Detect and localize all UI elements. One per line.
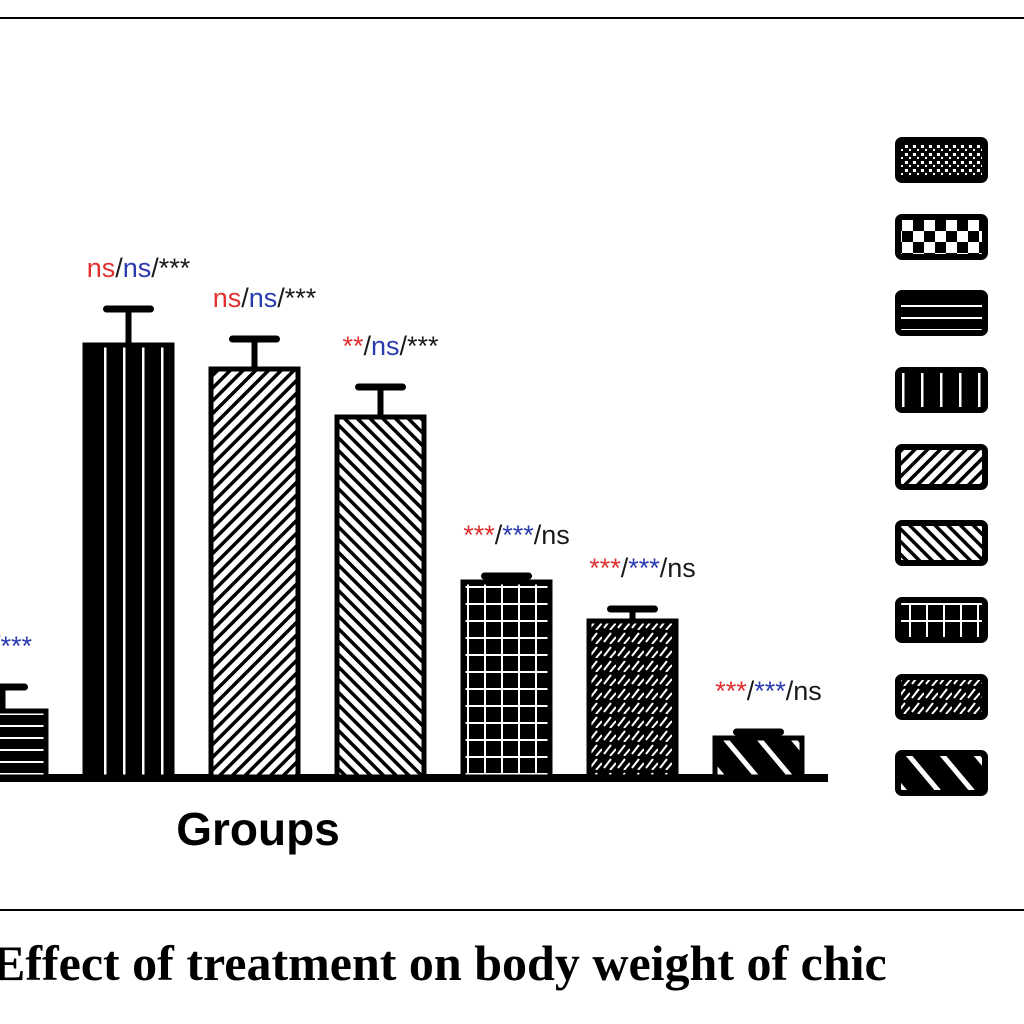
significance-part: *** xyxy=(715,676,747,706)
significance-part: /ns xyxy=(786,676,822,706)
significance-part: / xyxy=(115,253,123,283)
significance-part: /ns xyxy=(534,520,570,550)
legend-swatch xyxy=(895,750,988,796)
significance-part: /*** xyxy=(151,253,191,283)
significance-label: ns/ns/*** xyxy=(213,283,317,313)
significance-part: / xyxy=(747,676,755,706)
bar xyxy=(82,342,175,780)
significance-part: ns xyxy=(213,283,242,313)
significance-part: / xyxy=(363,331,371,361)
significance-part: ns xyxy=(371,331,400,361)
significance-part: *** xyxy=(754,676,786,706)
significance-part: /*** xyxy=(277,283,317,313)
significance-label: ***/***/ns xyxy=(463,520,570,550)
legend-swatch xyxy=(895,214,988,260)
legend-swatch xyxy=(895,597,988,643)
bar xyxy=(208,366,301,780)
significance-part: / xyxy=(0,631,1,661)
significance-part: *** xyxy=(0,631,32,661)
legend xyxy=(895,137,988,796)
bar xyxy=(586,618,679,780)
bar xyxy=(460,579,553,780)
significance-part: /*** xyxy=(400,331,440,361)
significance-part: / xyxy=(621,553,629,583)
legend-swatch xyxy=(895,137,988,183)
significance-label: ***/***/ns xyxy=(589,553,696,583)
legend-swatch xyxy=(895,290,988,336)
significance-label: /*** xyxy=(0,631,33,661)
significance-part: / xyxy=(495,520,503,550)
legend-swatch xyxy=(895,444,988,490)
x-axis-label: Groups xyxy=(176,803,340,855)
significance-part: ns xyxy=(87,253,116,283)
significance-part: *** xyxy=(628,553,660,583)
significance-part: /ns xyxy=(660,553,696,583)
significance-label: ***/***/ns xyxy=(715,676,822,706)
legend-swatch xyxy=(895,674,988,720)
bar xyxy=(712,735,805,780)
significance-label: ns/ns/*** xyxy=(87,253,191,283)
significance-part: *** xyxy=(589,553,621,583)
significance-label: **/ns/*** xyxy=(342,331,439,361)
legend-swatch xyxy=(895,520,988,566)
significance-part: ns xyxy=(249,283,278,313)
significance-part: / xyxy=(241,283,249,313)
caption: Effect of treatment on body weight of ch… xyxy=(0,935,887,991)
bar xyxy=(0,708,49,780)
significance-part: ns xyxy=(123,253,152,283)
legend-swatch xyxy=(895,367,988,413)
bar xyxy=(334,414,427,780)
significance-part: *** xyxy=(463,520,495,550)
significance-part: *** xyxy=(502,520,534,550)
significance-part: ** xyxy=(342,331,364,361)
